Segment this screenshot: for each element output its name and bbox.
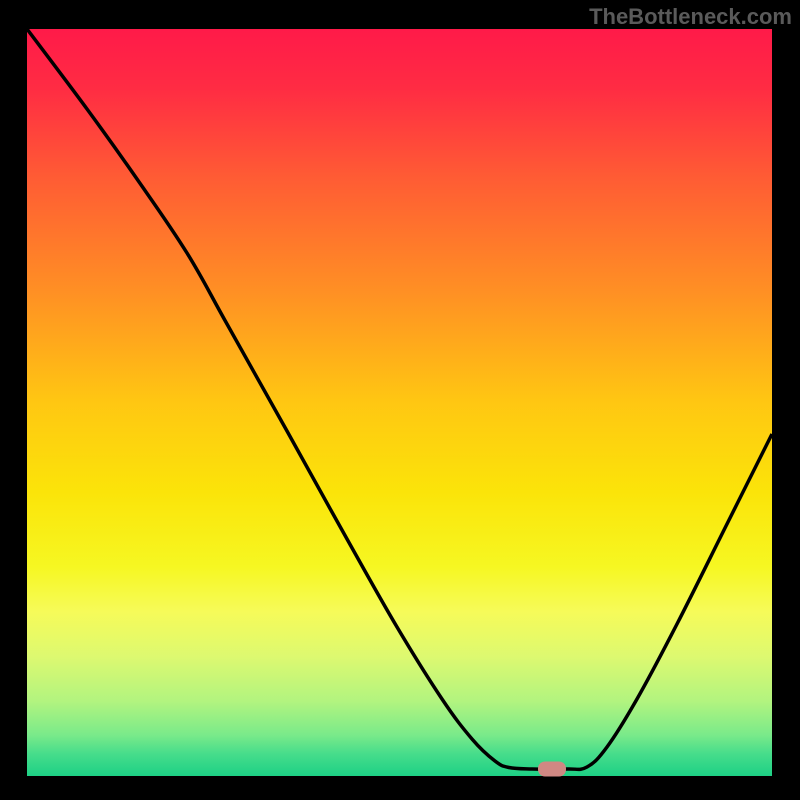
watermark-text: TheBottleneck.com — [589, 4, 792, 30]
plot-area — [27, 29, 772, 776]
chart-container: TheBottleneck.com — [0, 0, 800, 800]
optimal-marker — [538, 762, 566, 777]
bottleneck-curve — [27, 29, 772, 776]
